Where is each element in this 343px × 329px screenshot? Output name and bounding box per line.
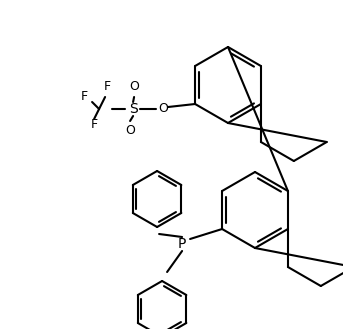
- Text: S: S: [129, 102, 138, 116]
- Text: F: F: [81, 90, 88, 104]
- Text: P: P: [178, 237, 186, 251]
- Text: F: F: [91, 117, 98, 131]
- Text: O: O: [129, 81, 139, 93]
- Text: O: O: [158, 103, 168, 115]
- Text: O: O: [125, 124, 135, 138]
- Text: F: F: [104, 81, 111, 93]
